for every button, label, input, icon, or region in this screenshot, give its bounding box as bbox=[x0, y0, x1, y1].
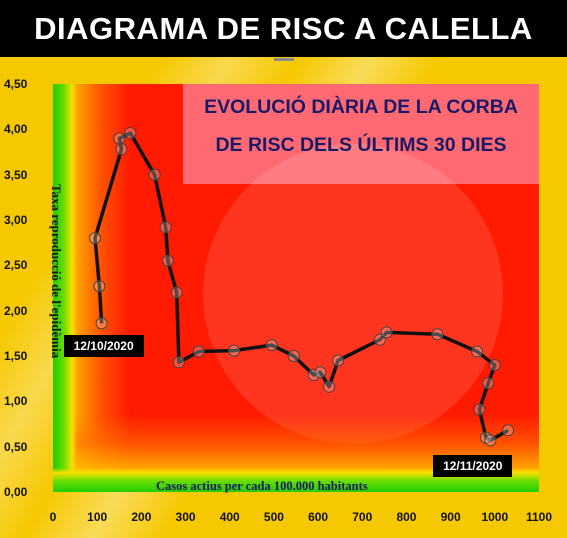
x-tick-label: 300 bbox=[175, 510, 196, 524]
drag-handle[interactable] bbox=[274, 58, 294, 61]
data-point bbox=[124, 127, 137, 139]
date-annotation: 12/10/2020 bbox=[63, 335, 144, 358]
y-tick-label: 1,50 bbox=[4, 349, 28, 363]
data-point bbox=[484, 434, 497, 447]
y-tick-label: 2,00 bbox=[4, 303, 28, 318]
chart-title: EVOLUCIÓ DIÀRIA DE LA CORBA DE RISC DELS… bbox=[183, 88, 539, 164]
y-tick-label: 0,00 bbox=[4, 485, 28, 499]
chart-title-line-1: EVOLUCIÓ DIÀRIA DE LA CORBA bbox=[204, 96, 518, 118]
data-point bbox=[488, 359, 501, 372]
x-tick-label: 800 bbox=[396, 510, 417, 524]
data-point bbox=[89, 232, 101, 245]
data-point bbox=[332, 354, 344, 367]
page-title: DIAGRAMA DE RISC A CALELLA bbox=[0, 0, 567, 57]
date-annotation: 12/11/2020 bbox=[433, 455, 513, 478]
data-point bbox=[373, 333, 386, 346]
data-point bbox=[159, 221, 172, 234]
x-tick-label: 900 bbox=[440, 510, 461, 524]
x-tick-label: 0 bbox=[49, 510, 57, 524]
data-point bbox=[380, 326, 393, 339]
x-tick-label: 600 bbox=[308, 510, 329, 524]
data-point bbox=[113, 132, 126, 145]
data-point bbox=[471, 345, 484, 358]
chart-title-line-2: DE RISC DELS ÚLTIMS 30 DIES bbox=[215, 134, 507, 156]
x-tick-label: 500 bbox=[263, 510, 284, 524]
x-axis-label: Casos actius per cada 100.000 habitants bbox=[156, 479, 368, 493]
data-point bbox=[170, 286, 183, 299]
x-tick-label: 700 bbox=[352, 510, 373, 524]
y-tick-label: 3,00 bbox=[4, 213, 28, 227]
watermark-shape bbox=[203, 144, 503, 444]
data-point bbox=[502, 424, 515, 437]
data-point bbox=[473, 403, 486, 416]
data-point bbox=[265, 339, 278, 352]
y-tick-label: 4,00 bbox=[4, 122, 28, 137]
x-tick-label: 1100 bbox=[525, 510, 553, 524]
data-point bbox=[287, 350, 300, 362]
title-panel bbox=[183, 84, 539, 184]
low-risk-zone-left bbox=[53, 84, 77, 492]
data-point bbox=[148, 168, 161, 181]
y-tick-label: 2,50 bbox=[4, 258, 28, 273]
x-tick-label: 1000 bbox=[481, 510, 509, 524]
data-point bbox=[95, 317, 108, 330]
y-tick-label: 1,00 bbox=[4, 394, 28, 409]
data-point bbox=[314, 366, 327, 379]
data-point bbox=[482, 377, 495, 390]
x-tick-label: 100 bbox=[87, 510, 108, 524]
y-tick-label: 0,50 bbox=[4, 439, 28, 454]
data-point bbox=[172, 356, 185, 369]
data-point bbox=[323, 380, 336, 393]
y-tick-label: 3,50 bbox=[4, 167, 28, 182]
y-tick-label: 4,50 bbox=[4, 77, 28, 91]
data-point bbox=[228, 344, 241, 357]
data-point bbox=[93, 280, 106, 293]
data-point bbox=[431, 328, 444, 341]
data-point bbox=[161, 254, 174, 267]
risk-curve-line bbox=[93, 131, 509, 443]
data-point bbox=[307, 369, 320, 381]
x-tick-label: 400 bbox=[219, 510, 240, 524]
data-point bbox=[192, 345, 205, 358]
x-tick-label: 200 bbox=[131, 510, 152, 524]
data-point bbox=[115, 143, 128, 156]
